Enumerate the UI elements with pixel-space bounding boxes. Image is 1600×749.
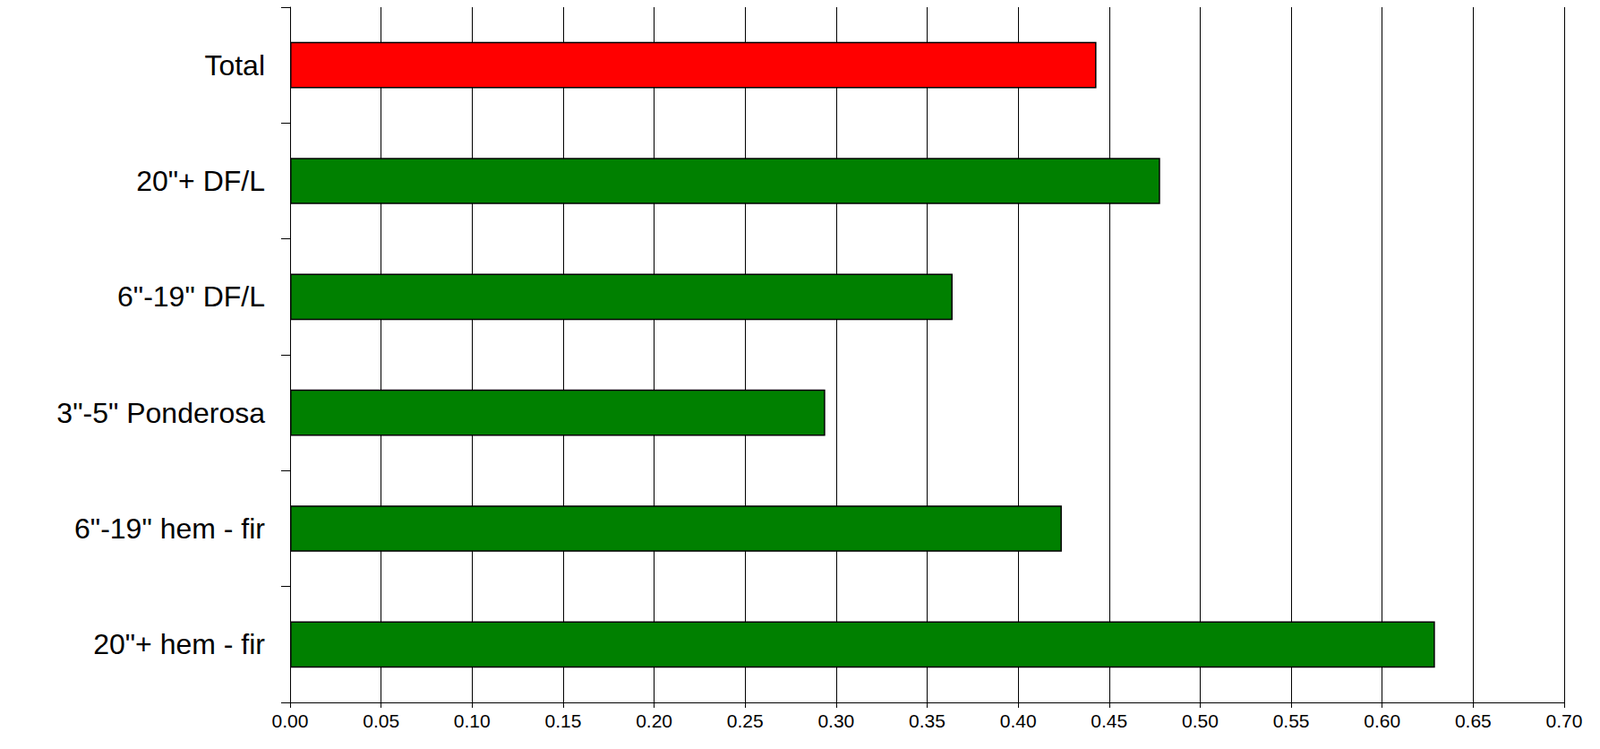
svg-text:0.05: 0.05 xyxy=(362,710,400,731)
svg-text:0.65: 0.65 xyxy=(1454,710,1492,731)
svg-text:3"-5" Ponderosa: 3"-5" Ponderosa xyxy=(56,396,266,429)
svg-text:0.45: 0.45 xyxy=(1090,710,1128,731)
svg-text:0.00: 0.00 xyxy=(272,710,309,731)
svg-text:Total: Total xyxy=(204,49,266,82)
svg-text:0.55: 0.55 xyxy=(1273,710,1310,731)
svg-text:0.25: 0.25 xyxy=(727,710,764,731)
svg-text:0.10: 0.10 xyxy=(453,710,491,731)
svg-text:0.70: 0.70 xyxy=(1546,710,1583,731)
svg-text:0.30: 0.30 xyxy=(817,710,855,731)
svg-text:0.15: 0.15 xyxy=(544,710,582,731)
svg-text:6"-19" hem - fir: 6"-19" hem - fir xyxy=(74,512,266,545)
svg-text:0.35: 0.35 xyxy=(908,710,946,731)
svg-text:20"+ hem - fir: 20"+ hem - fir xyxy=(93,627,266,660)
svg-text:6"-19" DF/L: 6"-19" DF/L xyxy=(117,280,266,313)
svg-text:20"+ DF/L: 20"+ DF/L xyxy=(136,164,266,197)
svg-text:0.20: 0.20 xyxy=(635,710,673,731)
svg-text:0.60: 0.60 xyxy=(1363,710,1401,731)
svg-text:0.50: 0.50 xyxy=(1181,710,1219,731)
svg-text:0.40: 0.40 xyxy=(1000,710,1037,731)
